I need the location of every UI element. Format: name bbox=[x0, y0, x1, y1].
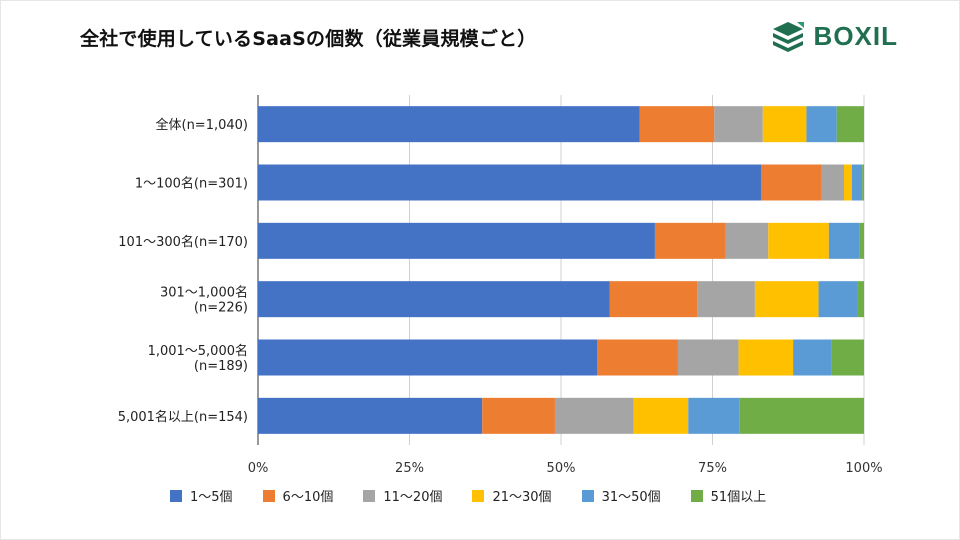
bar-segment bbox=[821, 164, 845, 201]
x-tick-label: 25% bbox=[395, 461, 424, 476]
bar-segment bbox=[639, 106, 715, 143]
bar-segment bbox=[654, 222, 726, 259]
bar-segment bbox=[633, 397, 689, 434]
bar-segment bbox=[688, 397, 740, 434]
bar-segment bbox=[258, 164, 761, 201]
bar-segment bbox=[857, 281, 864, 318]
bar-segment bbox=[677, 339, 739, 376]
legend-swatch bbox=[262, 489, 275, 502]
bar-segment bbox=[831, 339, 864, 376]
bar-segment bbox=[793, 339, 832, 376]
bar-segment bbox=[725, 222, 769, 259]
category-label: 1,001～5,000名 bbox=[148, 343, 248, 359]
bar-segment bbox=[697, 281, 755, 318]
bar-segment bbox=[554, 397, 634, 434]
bar-segment bbox=[738, 339, 794, 376]
bar-segment bbox=[739, 397, 864, 434]
bar-segment bbox=[859, 222, 864, 259]
legend-item: 21～30個 bbox=[472, 486, 552, 505]
category-label: (n=189) bbox=[194, 359, 248, 374]
brand-name: BOXIL bbox=[813, 20, 898, 51]
category-label: 301～1,000名 bbox=[160, 285, 248, 301]
bar-segment bbox=[836, 106, 864, 143]
x-axis-ticks: 0% 25% 50% 75% 100% bbox=[248, 461, 883, 476]
brand-logo: BOXIL bbox=[770, 20, 898, 52]
legend-swatch bbox=[472, 489, 485, 502]
legend-swatch bbox=[363, 489, 376, 502]
bar-segment bbox=[258, 397, 483, 434]
bar-segment bbox=[760, 164, 822, 201]
legend-label: 11～20個 bbox=[383, 490, 443, 505]
bar-segment bbox=[844, 164, 852, 201]
gridlines bbox=[257, 95, 865, 445]
x-tick-label: 100% bbox=[845, 461, 882, 476]
bars bbox=[258, 106, 864, 434]
bar-segment bbox=[806, 106, 837, 143]
legend-label: 6～10個 bbox=[282, 490, 334, 505]
bar-segment bbox=[768, 222, 829, 259]
bar-segment bbox=[258, 106, 640, 143]
legend-label: 21～30個 bbox=[492, 490, 552, 505]
category-label: 1～100名(n=301) bbox=[135, 176, 248, 192]
x-tick-label: 50% bbox=[547, 461, 576, 476]
bar-segment bbox=[258, 222, 655, 259]
chart-legend: 1～5個 6～10個 11～20個 21～30個 31～50個 51個以上 bbox=[170, 486, 766, 505]
legend-item: 51個以上 bbox=[690, 486, 767, 505]
legend-swatch bbox=[170, 489, 182, 502]
bar-segment bbox=[851, 164, 863, 201]
bar-segment bbox=[482, 397, 555, 434]
boxil-logo-icon bbox=[772, 22, 804, 52]
legend-label: 31～50個 bbox=[601, 490, 661, 505]
bar-segment bbox=[754, 281, 819, 318]
legend-label: 1～5個 bbox=[190, 490, 233, 505]
legend-item: 6～10個 bbox=[262, 486, 334, 505]
legend-swatch bbox=[690, 489, 703, 502]
bar-segment bbox=[828, 222, 860, 259]
legend-swatch bbox=[581, 489, 594, 502]
bar-segment bbox=[258, 281, 610, 318]
x-tick-label: 75% bbox=[698, 461, 727, 476]
bar-segment bbox=[862, 164, 864, 201]
legend-label: 51個以上 bbox=[710, 490, 767, 505]
bar-segment bbox=[258, 339, 598, 376]
category-label: 5,001名以上(n=154) bbox=[118, 409, 248, 425]
category-label: 全体(n=1,040) bbox=[156, 117, 249, 133]
legend-item: 31～50個 bbox=[581, 486, 661, 505]
bar-segment bbox=[609, 281, 698, 318]
x-tick-label: 0% bbox=[248, 461, 269, 476]
category-label: (n=226) bbox=[194, 301, 248, 316]
bar-segment bbox=[714, 106, 763, 143]
legend-item: 1～5個 bbox=[170, 486, 233, 505]
legend-item: 11～20個 bbox=[363, 486, 442, 505]
bar-segment bbox=[597, 339, 678, 376]
chart-title: 全社で使用しているSaaSの個数（従業員規模ごと） bbox=[80, 28, 537, 50]
bar-segment bbox=[762, 106, 807, 143]
category-labels: 全体(n=1,040) 1～100名(n=301) 101～300名(n=170) 3… bbox=[118, 117, 248, 425]
category-label: 101～300名(n=170) bbox=[118, 234, 248, 250]
bar-segment bbox=[818, 281, 858, 318]
